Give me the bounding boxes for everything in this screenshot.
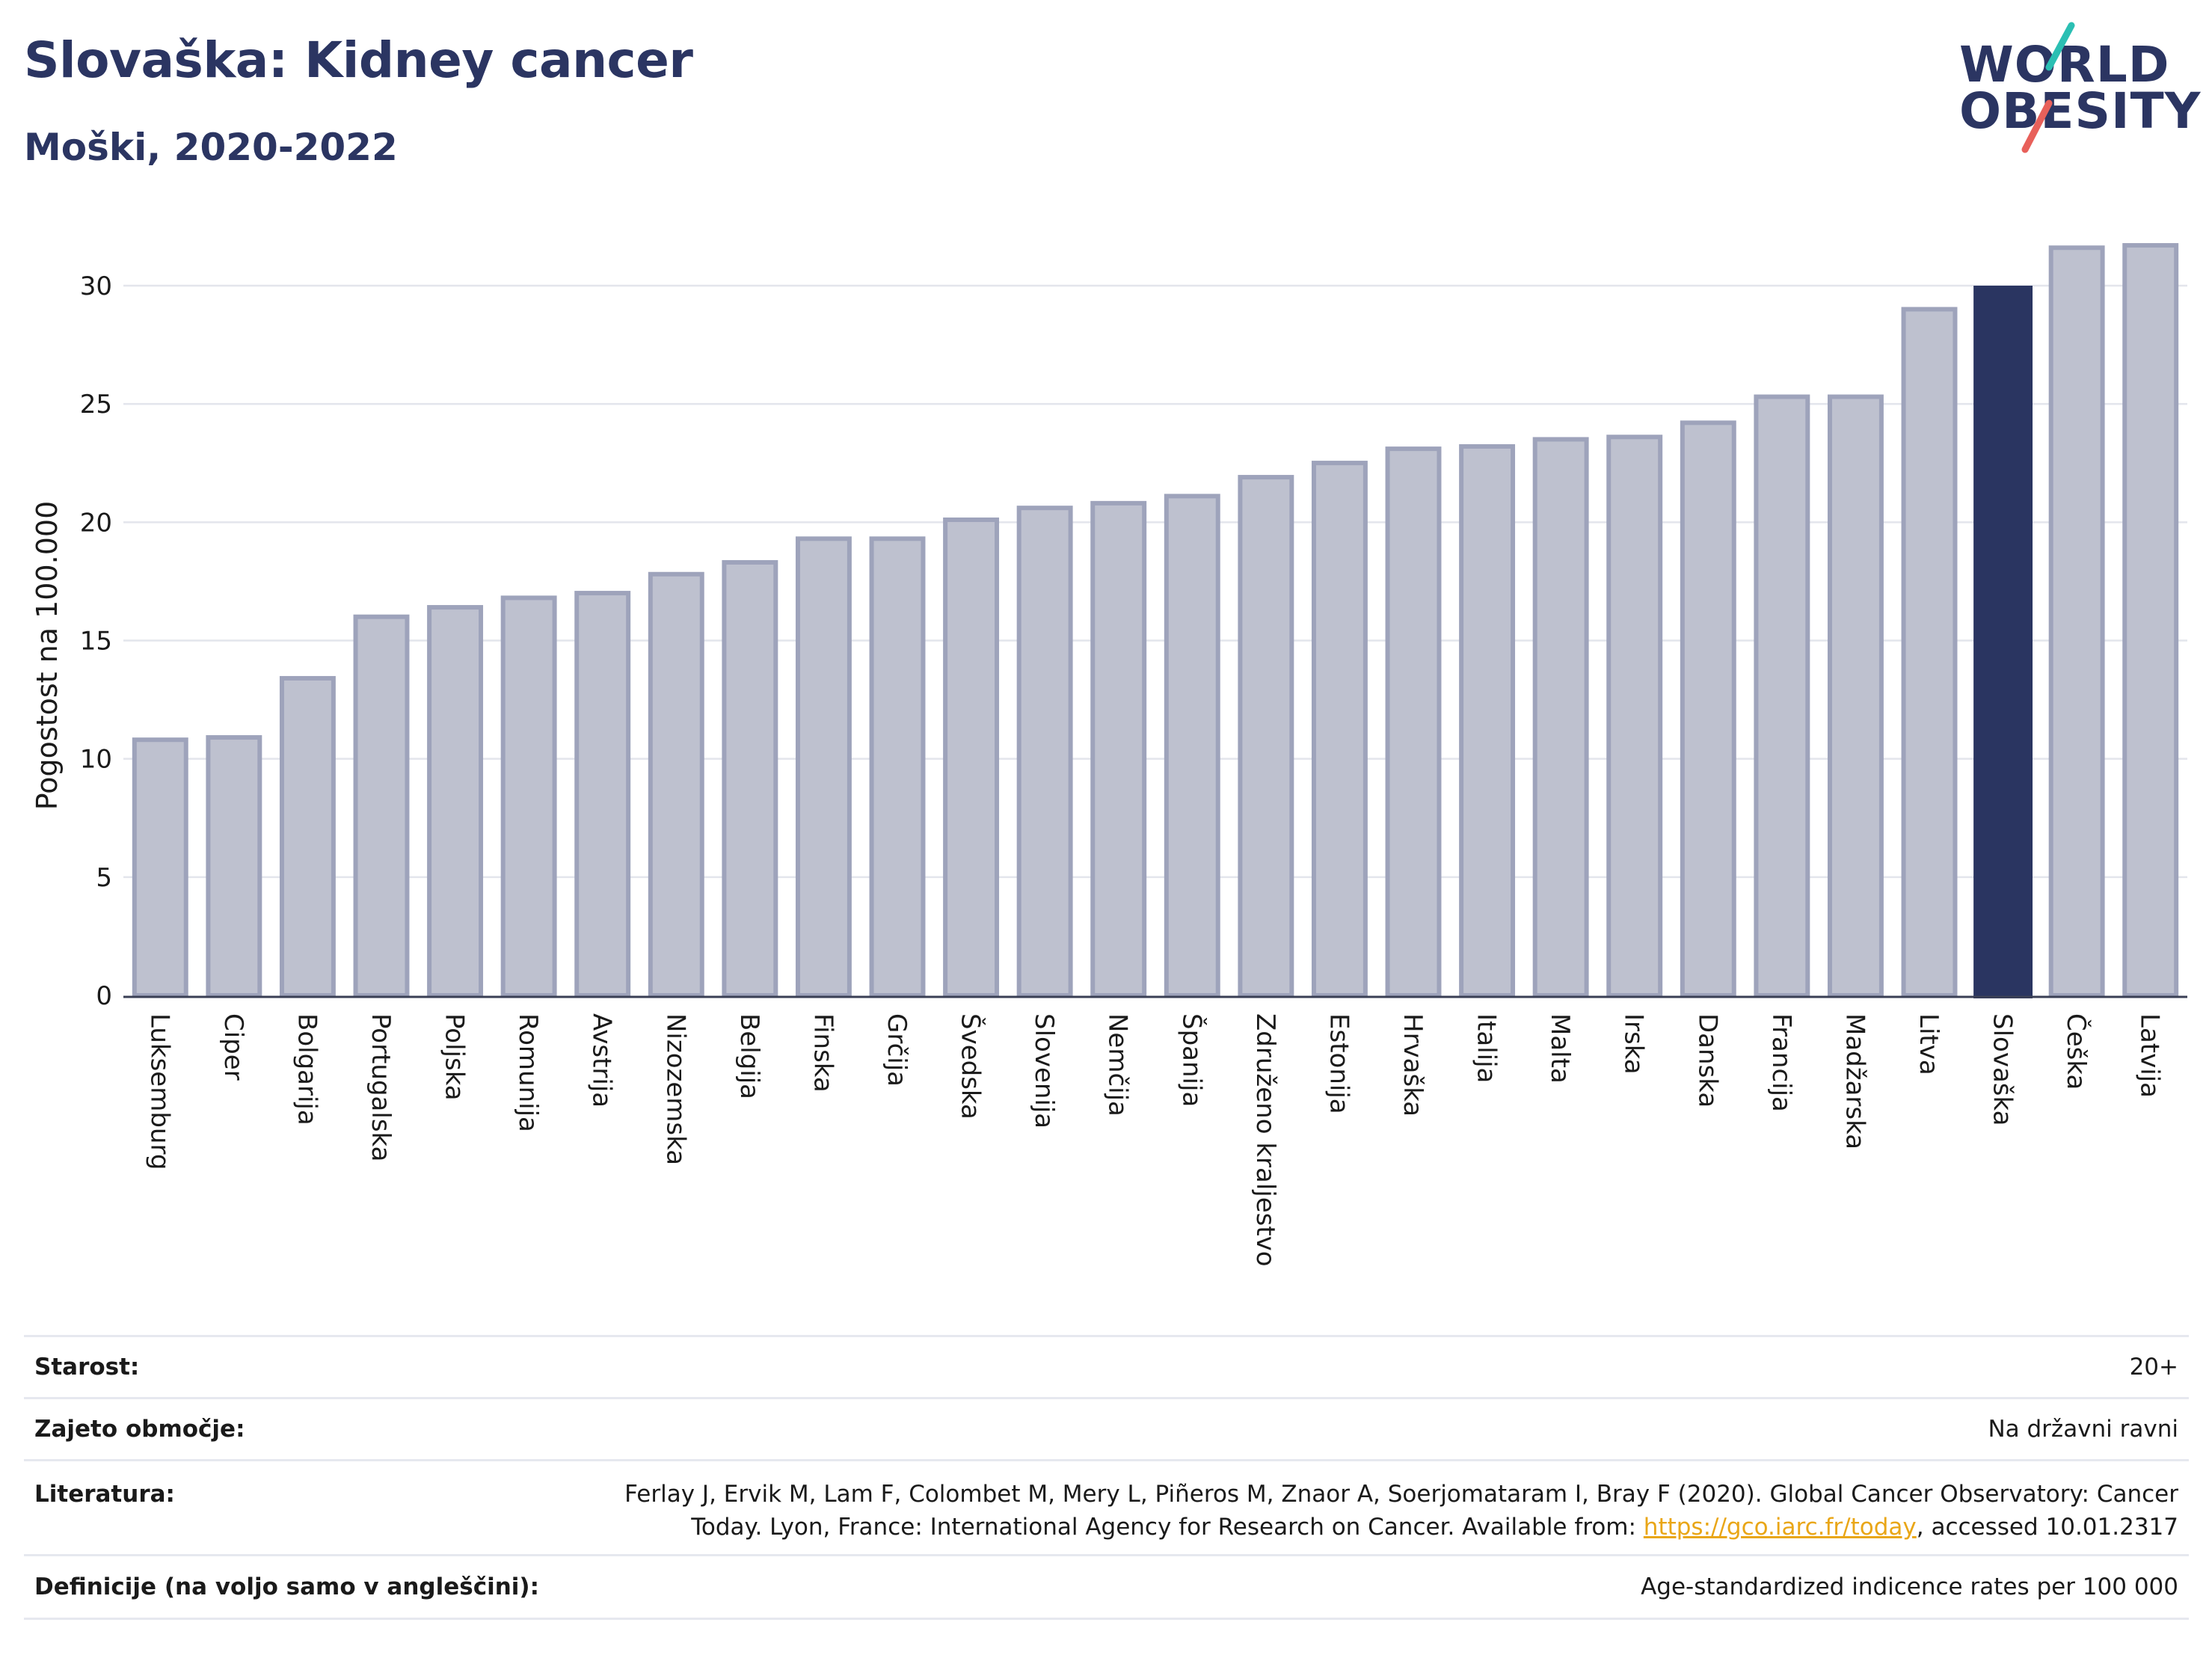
- x-tick-label: Nizozemska: [660, 1013, 690, 1165]
- footer-value-definitions: Age-standardized indicence rates per 100…: [1641, 1573, 2178, 1600]
- bar: [2122, 243, 2179, 998]
- literature-line-2-pre: Today. Lyon, France: International Agenc…: [691, 1514, 1644, 1541]
- x-tick-label: Poljska: [440, 1013, 470, 1101]
- bar: [279, 675, 336, 998]
- bar: [795, 536, 852, 998]
- x-tick-label: Nemčija: [1103, 1013, 1133, 1117]
- bar: [132, 737, 188, 998]
- footer-label-age: Starost:: [34, 1354, 140, 1381]
- bar: [574, 591, 631, 998]
- bar: [1606, 435, 1663, 998]
- footer-label-coverage: Zajeto območje:: [34, 1416, 245, 1443]
- chart-subtitle: Moški, 2020-2022: [24, 126, 398, 169]
- footer-label-literature: Literatura:: [34, 1481, 175, 1508]
- bar: [1238, 475, 1294, 998]
- footer-row-literature: Literatura: Ferlay J, Ervik M, Lam F, Co…: [24, 1459, 2189, 1554]
- literature-line-2-post: , accessed 10.01.2317: [1916, 1514, 2178, 1541]
- literature-link[interactable]: https://gco.iarc.fr/today: [1643, 1514, 1917, 1541]
- bar-chart: 0 5 10 15 20 25 30 Pogostost na 100.000 Luksembu…: [31, 243, 2187, 1267]
- bar: [1459, 443, 1516, 998]
- bar: [1827, 394, 1884, 998]
- y-tick-label: 5: [96, 863, 112, 893]
- x-tick-label: Irska: [1619, 1013, 1649, 1075]
- footer-table: Starost: 20+ Zajeto območje: Na državni …: [24, 1335, 2189, 1620]
- bar: [1973, 286, 2033, 998]
- x-tick-label: Romunija: [513, 1013, 543, 1132]
- chart-title: Slovaška: Kidney cancer: [24, 31, 693, 89]
- bar: [869, 536, 926, 998]
- bar: [1532, 437, 1589, 998]
- bar: [2048, 245, 2105, 998]
- bar: [943, 518, 1000, 998]
- x-tick-label: Danska: [1692, 1013, 1722, 1108]
- x-tick-label: Italija: [1472, 1013, 1502, 1083]
- x-tick-label: Latvija: [2135, 1013, 2165, 1098]
- x-tick-label: Avstrija: [587, 1013, 617, 1108]
- x-tick-label: Češka: [2061, 1013, 2092, 1090]
- bar: [1016, 506, 1073, 998]
- bar: [1164, 494, 1220, 998]
- bar: [1680, 420, 1736, 998]
- x-tick-label: Portugalska: [366, 1013, 396, 1161]
- bar: [722, 559, 778, 998]
- bar: [648, 571, 704, 998]
- x-tick-label: Slovaška: [1988, 1013, 2018, 1126]
- literature-line-1: Ferlay J, Ervik M, Lam F, Colombet M, Me…: [624, 1481, 2178, 1508]
- logo-slash-icon: [2021, 22, 2075, 153]
- bar: [1754, 394, 1810, 998]
- y-tick-label: 20: [80, 508, 112, 538]
- bar: [500, 595, 557, 998]
- x-tick-label: Združeno kraljestvo: [1250, 1013, 1280, 1267]
- bar: [1385, 446, 1442, 998]
- footer-row-coverage: Zajeto območje: Na državni ravni: [24, 1397, 2189, 1459]
- bar: [427, 605, 484, 998]
- y-tick-label: 0: [96, 981, 112, 1011]
- x-tick-label: Španija: [1176, 1013, 1207, 1107]
- footer-value-age: 20+: [2129, 1354, 2178, 1381]
- footer-label-definitions: Definicije (na voljo samo v angleščini):: [34, 1573, 539, 1600]
- footer-value-coverage: Na državni ravni: [1988, 1416, 2178, 1443]
- x-tick-label: Luksemburg: [144, 1013, 174, 1170]
- x-tick-label: Bolgarija: [292, 1013, 322, 1126]
- y-axis-label: Pogostost na 100.000: [31, 501, 64, 811]
- x-tick-label: Finska: [808, 1013, 838, 1093]
- x-tick-label: Ciper: [218, 1013, 248, 1081]
- bar: [1901, 307, 1958, 998]
- x-tick-label: Belgija: [734, 1013, 764, 1099]
- y-tick-label: 15: [80, 627, 112, 657]
- y-tick-label: 30: [80, 271, 112, 301]
- footer-row-age: Starost: 20+: [24, 1335, 2189, 1397]
- x-tick-label: Malta: [1545, 1013, 1575, 1084]
- x-tick-label: Švedska: [956, 1013, 986, 1120]
- y-tick-label: 25: [80, 390, 112, 420]
- footer-row-definitions: Definicije (na voljo samo v angleščini):…: [24, 1554, 2189, 1620]
- logo-line-2: OBESITY: [1959, 82, 2202, 140]
- bar: [353, 614, 410, 998]
- bar: [1311, 461, 1368, 998]
- x-tick-label: Madžarska: [1840, 1013, 1870, 1149]
- bar: [206, 735, 262, 998]
- x-tick-label: Grčija: [882, 1013, 912, 1087]
- bar: [1090, 500, 1147, 998]
- x-tick-label: Slovenija: [1029, 1013, 1059, 1129]
- x-tick-label: Estonija: [1324, 1013, 1354, 1114]
- x-tick-label: Hrvaška: [1398, 1013, 1428, 1117]
- x-tick-label: Litva: [1914, 1013, 1944, 1075]
- x-tick-label: Francija: [1766, 1013, 1796, 1112]
- y-tick-label: 10: [80, 745, 112, 775]
- footer-value-literature: Ferlay J, Ervik M, Lam F, Colombet M, Me…: [624, 1461, 2189, 1544]
